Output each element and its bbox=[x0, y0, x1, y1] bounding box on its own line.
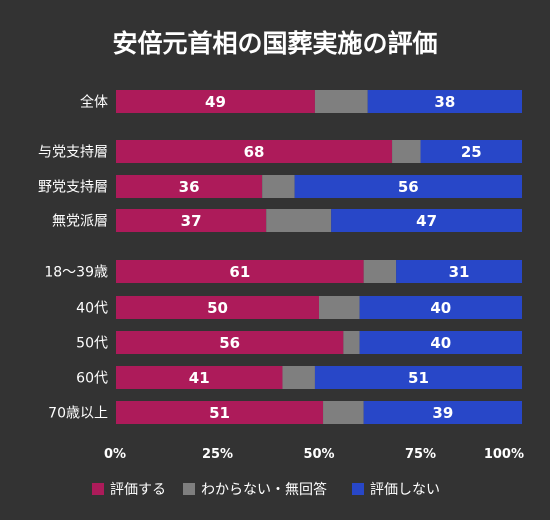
bar-segment bbox=[116, 140, 393, 163]
bar-segment bbox=[116, 401, 324, 424]
legend-label: わからない・無回答 bbox=[201, 481, 327, 498]
category-label: 70歳以上 bbox=[48, 406, 108, 422]
bar-segment bbox=[343, 331, 360, 354]
bar-segment bbox=[116, 209, 267, 232]
data-label: 56 bbox=[398, 178, 419, 196]
x-tick-label: 50% bbox=[303, 447, 334, 462]
legend-item: 評価しない bbox=[352, 482, 440, 498]
bar-row: 与党支持層 68 25 bbox=[38, 140, 522, 163]
bar-segment bbox=[116, 331, 344, 354]
bar-segment bbox=[396, 260, 522, 283]
x-tick-label: 0% bbox=[104, 447, 126, 462]
data-label: 47 bbox=[416, 212, 437, 230]
data-label: 61 bbox=[229, 263, 250, 281]
category-label: 野党支持層 bbox=[38, 180, 108, 196]
bar-segment bbox=[116, 260, 364, 283]
bar-segment bbox=[363, 401, 522, 424]
data-label: 56 bbox=[219, 334, 240, 352]
bar-segment bbox=[392, 140, 421, 163]
data-label: 39 bbox=[432, 404, 453, 422]
legend-item: わからない・無回答 bbox=[183, 481, 327, 498]
data-label: 37 bbox=[181, 212, 202, 230]
bar-row: 50代 56 40 bbox=[76, 331, 522, 354]
bar-row: 無党派層 37 47 bbox=[52, 209, 522, 232]
x-tick-label: 100% bbox=[484, 447, 524, 462]
legend-swatch bbox=[92, 483, 104, 495]
data-label: 31 bbox=[449, 263, 470, 281]
legend-swatch bbox=[352, 483, 364, 495]
bar-segment bbox=[262, 175, 295, 198]
data-label: 51 bbox=[408, 369, 429, 387]
data-label: 25 bbox=[461, 143, 482, 161]
bar-segment bbox=[367, 90, 522, 113]
data-label: 40 bbox=[430, 334, 451, 352]
category-label: 50代 bbox=[76, 336, 108, 352]
legend-item: 評価する bbox=[92, 482, 166, 498]
data-label: 68 bbox=[244, 143, 265, 161]
x-tick-label: 75% bbox=[405, 447, 436, 462]
data-label: 41 bbox=[189, 369, 210, 387]
bar-segment bbox=[266, 209, 332, 232]
category-label: 18〜39歳 bbox=[44, 265, 108, 281]
bar-segment bbox=[116, 296, 319, 319]
category-label: 全体 bbox=[80, 94, 108, 111]
bar-segment bbox=[319, 296, 360, 319]
legend-label: 評価する bbox=[110, 482, 166, 498]
bar-segment bbox=[420, 140, 522, 163]
bar-row: 全体 49 38 bbox=[80, 90, 522, 113]
bar-row: 70歳以上 51 39 bbox=[48, 401, 522, 424]
bar-row: 40代 50 40 bbox=[76, 296, 522, 319]
data-label: 50 bbox=[207, 299, 228, 317]
bar-segment bbox=[323, 401, 364, 424]
data-label: 40 bbox=[430, 299, 451, 317]
legend-label: 評価しない bbox=[370, 482, 440, 498]
bar-row: 18〜39歳 61 31 bbox=[44, 260, 522, 283]
bar-segment bbox=[331, 209, 522, 232]
bar-segment bbox=[116, 175, 263, 198]
chart-title: 安倍元首相の国葬実施の評価 bbox=[112, 29, 437, 58]
category-label: 60代 bbox=[76, 371, 108, 387]
bar-row: 野党支持層 36 56 bbox=[38, 175, 522, 198]
data-label: 49 bbox=[205, 93, 226, 111]
bar-row: 60代 41 51 bbox=[76, 366, 522, 389]
bar-segment bbox=[314, 366, 522, 389]
data-label: 51 bbox=[209, 404, 230, 422]
bar-segment bbox=[116, 90, 315, 113]
bar-segment bbox=[294, 175, 522, 198]
bar-rows: 全体 49 38 与党支持層 68 25 野党支持層 36 56 無党派層 37 47 18〜39歳 61… bbox=[38, 90, 522, 424]
bar-segment bbox=[282, 366, 315, 389]
data-label: 38 bbox=[434, 93, 455, 111]
bar-segment bbox=[363, 260, 397, 283]
bar-segment bbox=[116, 366, 283, 389]
category-label: 無党派層 bbox=[52, 214, 108, 230]
legend-swatch bbox=[183, 483, 195, 495]
x-axis-ticks: 0% 25% 50% 75% 100% bbox=[104, 447, 524, 462]
x-tick-label: 25% bbox=[202, 447, 233, 462]
legend: 評価する わからない・無回答 評価しない bbox=[92, 481, 440, 498]
bar-segment bbox=[314, 90, 368, 113]
bar-segment bbox=[359, 331, 522, 354]
category-label: 40代 bbox=[76, 301, 108, 317]
bar-segment bbox=[359, 296, 522, 319]
data-label: 36 bbox=[179, 178, 200, 196]
category-label: 与党支持層 bbox=[38, 145, 108, 161]
